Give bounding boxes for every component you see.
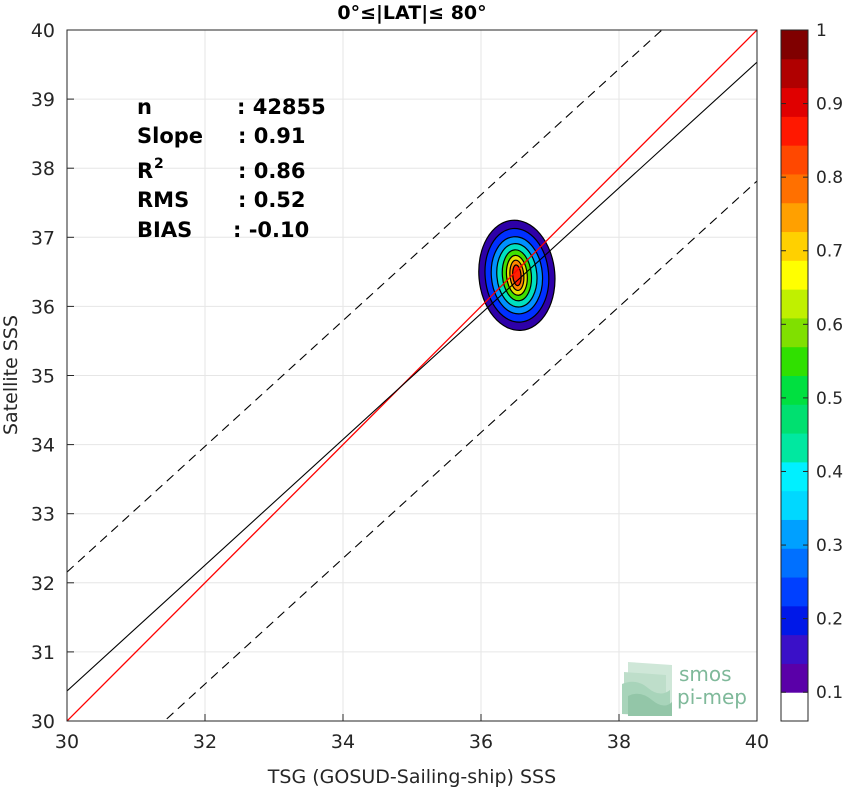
colorbar-segment bbox=[781, 202, 808, 233]
x-tick-label: 38 bbox=[607, 731, 631, 753]
smos-pi-mep-logo: smos pi-mep bbox=[622, 662, 747, 716]
colorbar-tick-label: 0.7 bbox=[816, 242, 843, 262]
colorbar-segment bbox=[781, 490, 808, 520]
colorbar: 0.1 0.2 0.3 0.4 0.5 0.6 0.7 0.8 0.9 1 bbox=[780, 21, 843, 722]
regression-line bbox=[67, 61, 757, 692]
colorbar-segment bbox=[781, 260, 808, 290]
colorbar-tick-label: 0.4 bbox=[816, 462, 843, 482]
x-tick-label: 34 bbox=[331, 731, 355, 753]
y-tick-label: 37 bbox=[31, 227, 55, 249]
colorbar-segment bbox=[781, 289, 808, 319]
colorbar-segment bbox=[781, 605, 808, 636]
colorbar-tick-label: 0.5 bbox=[816, 389, 843, 409]
colorbar-tick-label: 0.2 bbox=[816, 610, 843, 630]
colorbar-segment bbox=[781, 87, 808, 117]
colorbar-segment bbox=[781, 231, 808, 261]
stat-value: : -0.10 bbox=[233, 218, 309, 242]
logo-line2: pi-mep bbox=[677, 685, 747, 709]
y-tick-label: 36 bbox=[31, 296, 55, 318]
lower-rms-line bbox=[163, 180, 757, 721]
statistics-box: n : 42855 Slope : 0.91 R 2 : 0.86 RMS : 0.52 BIAS… bbox=[137, 95, 326, 242]
colorbar-tick-label: 0.8 bbox=[816, 168, 843, 188]
colorbar-segment bbox=[781, 375, 808, 405]
colorbar-tick-label: 0.6 bbox=[816, 315, 843, 335]
colorbar-tick-label: 1 bbox=[816, 21, 827, 41]
y-tick-label: 31 bbox=[31, 642, 55, 664]
colorbar-segment bbox=[781, 404, 808, 434]
colorbar-segment bbox=[781, 634, 808, 664]
stat-name: n bbox=[137, 95, 152, 119]
y-tick-label: 30 bbox=[31, 711, 55, 733]
colorbar-tick-label: 0.9 bbox=[816, 95, 843, 115]
colorbar-segment bbox=[781, 461, 808, 492]
stat-name: R bbox=[137, 159, 153, 183]
colorbar-segment bbox=[781, 346, 808, 376]
stat-value: : 0.86 bbox=[238, 159, 306, 183]
y-tick-label: 32 bbox=[31, 573, 55, 595]
identity-line bbox=[67, 30, 757, 721]
colorbar-segment bbox=[781, 145, 808, 175]
stat-name: Slope bbox=[137, 124, 203, 148]
colorbar-segment bbox=[781, 58, 808, 89]
logo-line1: smos bbox=[679, 662, 732, 686]
density-contour-level bbox=[512, 264, 522, 287]
colorbar-segment bbox=[781, 30, 808, 60]
colorbar-segment bbox=[781, 577, 808, 607]
x-axis: 30 32 34 36 38 40 bbox=[55, 714, 769, 753]
x-tick-label: 32 bbox=[193, 731, 217, 753]
y-tick-label: 38 bbox=[31, 158, 55, 180]
reference-lines bbox=[67, 30, 757, 721]
y-tick-label: 34 bbox=[31, 435, 55, 457]
colorbar-segment bbox=[781, 116, 808, 146]
y-tick-label: 33 bbox=[31, 504, 55, 526]
colorbar-segment bbox=[781, 548, 808, 578]
stat-value: : 0.91 bbox=[238, 124, 306, 148]
y-tick-label: 39 bbox=[31, 89, 55, 111]
colorbar-segment bbox=[781, 317, 808, 348]
colorbar-segment bbox=[781, 692, 808, 722]
colorbar-tick-label: 0.3 bbox=[816, 536, 843, 556]
stat-superscript: 2 bbox=[154, 156, 164, 172]
x-tick-label: 40 bbox=[745, 731, 769, 753]
stat-name: BIAS bbox=[137, 218, 192, 242]
upper-rms-line bbox=[67, 30, 663, 573]
x-axis-title: TSG (GOSUD-Sailing-ship) SSS bbox=[267, 766, 556, 788]
grid bbox=[66, 29, 758, 722]
y-tick-label: 35 bbox=[31, 366, 55, 388]
logo-mark-icon bbox=[622, 662, 672, 716]
colorbar-segment bbox=[781, 519, 808, 549]
y-tick-label: 40 bbox=[31, 20, 55, 42]
colorbar-frame bbox=[780, 29, 809, 722]
stat-value: : 42855 bbox=[237, 95, 326, 119]
colorbar-segment bbox=[781, 173, 808, 204]
stat-value: : 0.52 bbox=[238, 188, 306, 212]
y-axis: 30 31 32 33 34 35 36 37 38 39 40 bbox=[31, 20, 74, 733]
colorbar-segment bbox=[781, 433, 808, 463]
y-axis-title: Satellite SSS bbox=[0, 315, 22, 435]
colorbar-tick-label: 0.1 bbox=[816, 683, 843, 703]
stat-name: RMS bbox=[137, 188, 189, 212]
x-tick-label: 36 bbox=[469, 731, 493, 753]
chart-title: 0°≤|LAT|≤ 80° bbox=[337, 2, 486, 24]
colorbar-segment bbox=[781, 663, 808, 693]
x-tick-label: 30 bbox=[55, 731, 79, 753]
